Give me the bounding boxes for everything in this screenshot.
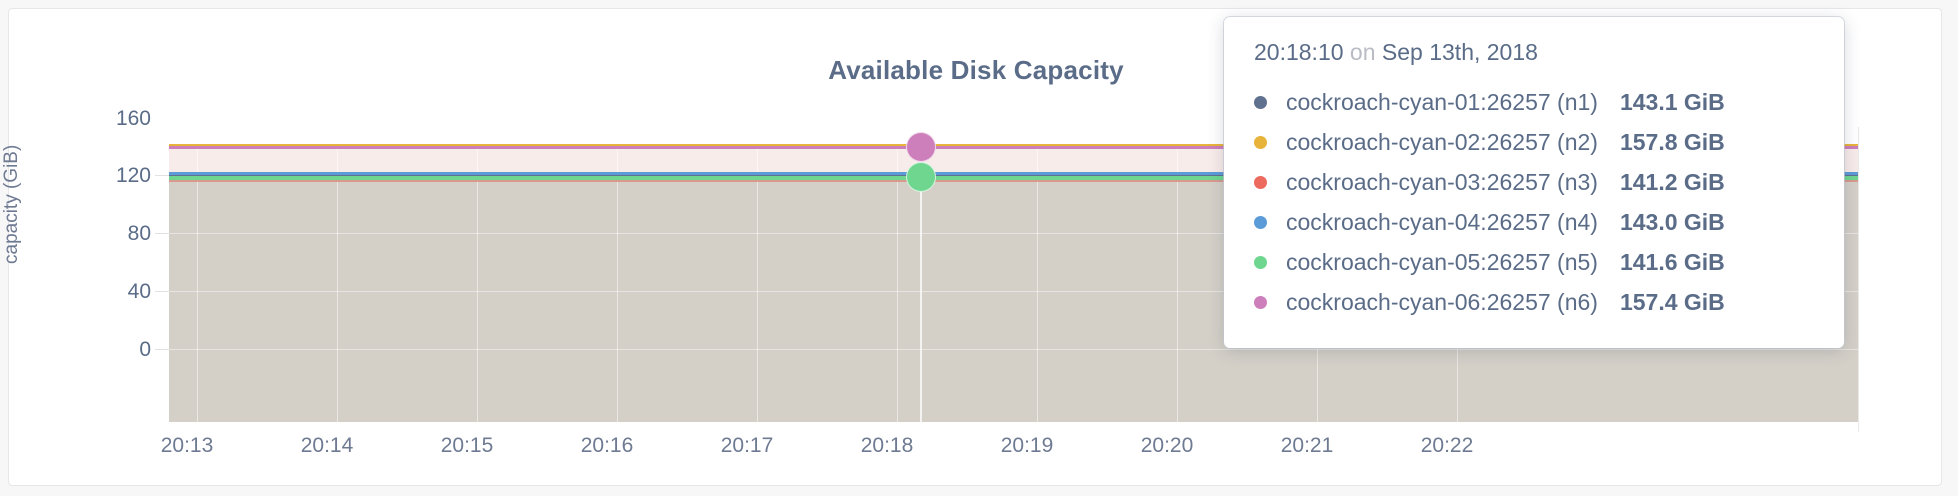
x-tick-2015: 20:15 — [440, 434, 494, 457]
series-color-dot-n6 — [1254, 295, 1267, 309]
tooltip-header: 20:18:10 on Sep 13th, 2018 — [1254, 39, 1818, 66]
gridline-v-2020 — [1177, 144, 1178, 422]
series-line-n5 — [169, 176, 1859, 180]
tooltip-label-n1: cockroach-cyan-01:26257 (n1) — [1286, 88, 1598, 115]
tooltip-value-n4: 143.0 GiB — [1619, 208, 1725, 235]
gridline-v-2018 — [897, 144, 898, 422]
data-point-marker-n5[interactable] — [906, 162, 936, 192]
series-color-dot-n5 — [1254, 255, 1267, 269]
series-line-n2 — [169, 144, 1859, 146]
tooltip-time: 20:18:10 — [1254, 39, 1344, 65]
y-tick-dash-80 — [155, 233, 171, 234]
gridline-v-2015 — [477, 144, 478, 422]
tooltip-value-n6: 157.4 GiB — [1619, 288, 1725, 315]
x-tick-2021: 20:21 — [1280, 434, 1334, 457]
y-tick-40: 40 — [127, 280, 151, 303]
gridline-v-2013 — [197, 144, 198, 422]
series-line-n6 — [169, 146, 1859, 149]
chart-title: Available Disk Capacity — [828, 55, 1124, 85]
tooltip-row-n1: cockroach-cyan-01:26257 (n1) 143.1 GiB — [1254, 82, 1818, 122]
gridline-h-40 — [169, 291, 1859, 292]
tooltip-value-n2: 157.8 GiB — [1619, 128, 1725, 155]
x-tick-2022: 20:22 — [1420, 434, 1474, 457]
gridline-v-2014 — [337, 144, 338, 422]
series-line-n3 — [169, 180, 1859, 182]
tooltip-label-n6: cockroach-cyan-06:26257 (n6) — [1286, 288, 1598, 315]
y-tick-160: 160 — [115, 107, 151, 130]
series-color-dot-n4 — [1254, 215, 1267, 229]
y-tick-dash-120 — [155, 175, 171, 176]
chart-card: Available Disk Capacity capacity (GiB) 1… — [1, 8, 1942, 486]
series-color-dot-n1 — [1254, 95, 1267, 109]
x-tick-2019: 20:19 — [1000, 434, 1054, 457]
x-tick-2016: 20:16 — [580, 434, 634, 457]
tooltip-date: Sep 13th, 2018 — [1381, 39, 1538, 65]
tooltip-label-n4: cockroach-cyan-04:26257 (n4) — [1286, 208, 1598, 235]
tooltip-value-n5: 141.6 GiB — [1619, 248, 1725, 275]
tooltip-row-n2: cockroach-cyan-02:26257 (n2) 157.8 GiB — [1254, 122, 1818, 162]
tooltip-row-n3: cockroach-cyan-03:26257 (n3) 141.2 GiB — [1254, 162, 1818, 202]
chart-tooltip: 20:18:10 on Sep 13th, 2018 cockroach-cya… — [1224, 17, 1844, 348]
series-line-n4 — [169, 172, 1859, 175]
tooltip-row-n4: cockroach-cyan-04:26257 (n4) 143.0 GiB — [1254, 202, 1818, 242]
cursor-line — [920, 126, 922, 422]
y-tick-0: 0 — [139, 338, 151, 361]
gridline-v-2016 — [617, 144, 618, 422]
y-tick-120: 120 — [115, 164, 151, 187]
tooltip-value-n3: 141.2 GiB — [1619, 168, 1725, 195]
x-tick-2020: 20:20 — [1140, 434, 1194, 457]
data-point-marker-n6[interactable] — [906, 132, 936, 162]
tooltip-label-n5: cockroach-cyan-05:26257 (n5) — [1286, 248, 1598, 275]
y-tick-dash-40 — [155, 291, 171, 292]
gridline-v-2017 — [757, 144, 758, 422]
x-tick-2014: 20:14 — [300, 434, 354, 457]
series-color-dot-n2 — [1254, 135, 1267, 149]
y-tick-80: 80 — [127, 222, 151, 245]
x-tick-2018: 20:18 — [860, 434, 914, 457]
y-axis-label: capacity (GiB) — [1, 144, 22, 264]
tooltip-on-word: on — [1349, 39, 1376, 65]
tooltip-label-n3: cockroach-cyan-03:26257 (n3) — [1286, 168, 1598, 195]
x-tick-2017: 20:17 — [720, 434, 774, 457]
tooltip-row-n5: cockroach-cyan-05:26257 (n5) 141.6 GiB — [1254, 242, 1818, 282]
gridline-h-80 — [169, 233, 1859, 234]
tooltip-label-n2: cockroach-cyan-02:26257 (n2) — [1286, 128, 1598, 155]
x-tick-2013: 20:13 — [160, 434, 214, 457]
tooltip-value-n1: 143.1 GiB — [1619, 88, 1725, 115]
gridline-h-0 — [169, 349, 1859, 350]
plot-right-border — [1858, 127, 1859, 432]
gridline-v-2019 — [1037, 144, 1038, 422]
series-color-dot-n3 — [1254, 175, 1267, 189]
tooltip-row-n6: cockroach-cyan-06:26257 (n6) 157.4 GiB — [1254, 282, 1818, 322]
